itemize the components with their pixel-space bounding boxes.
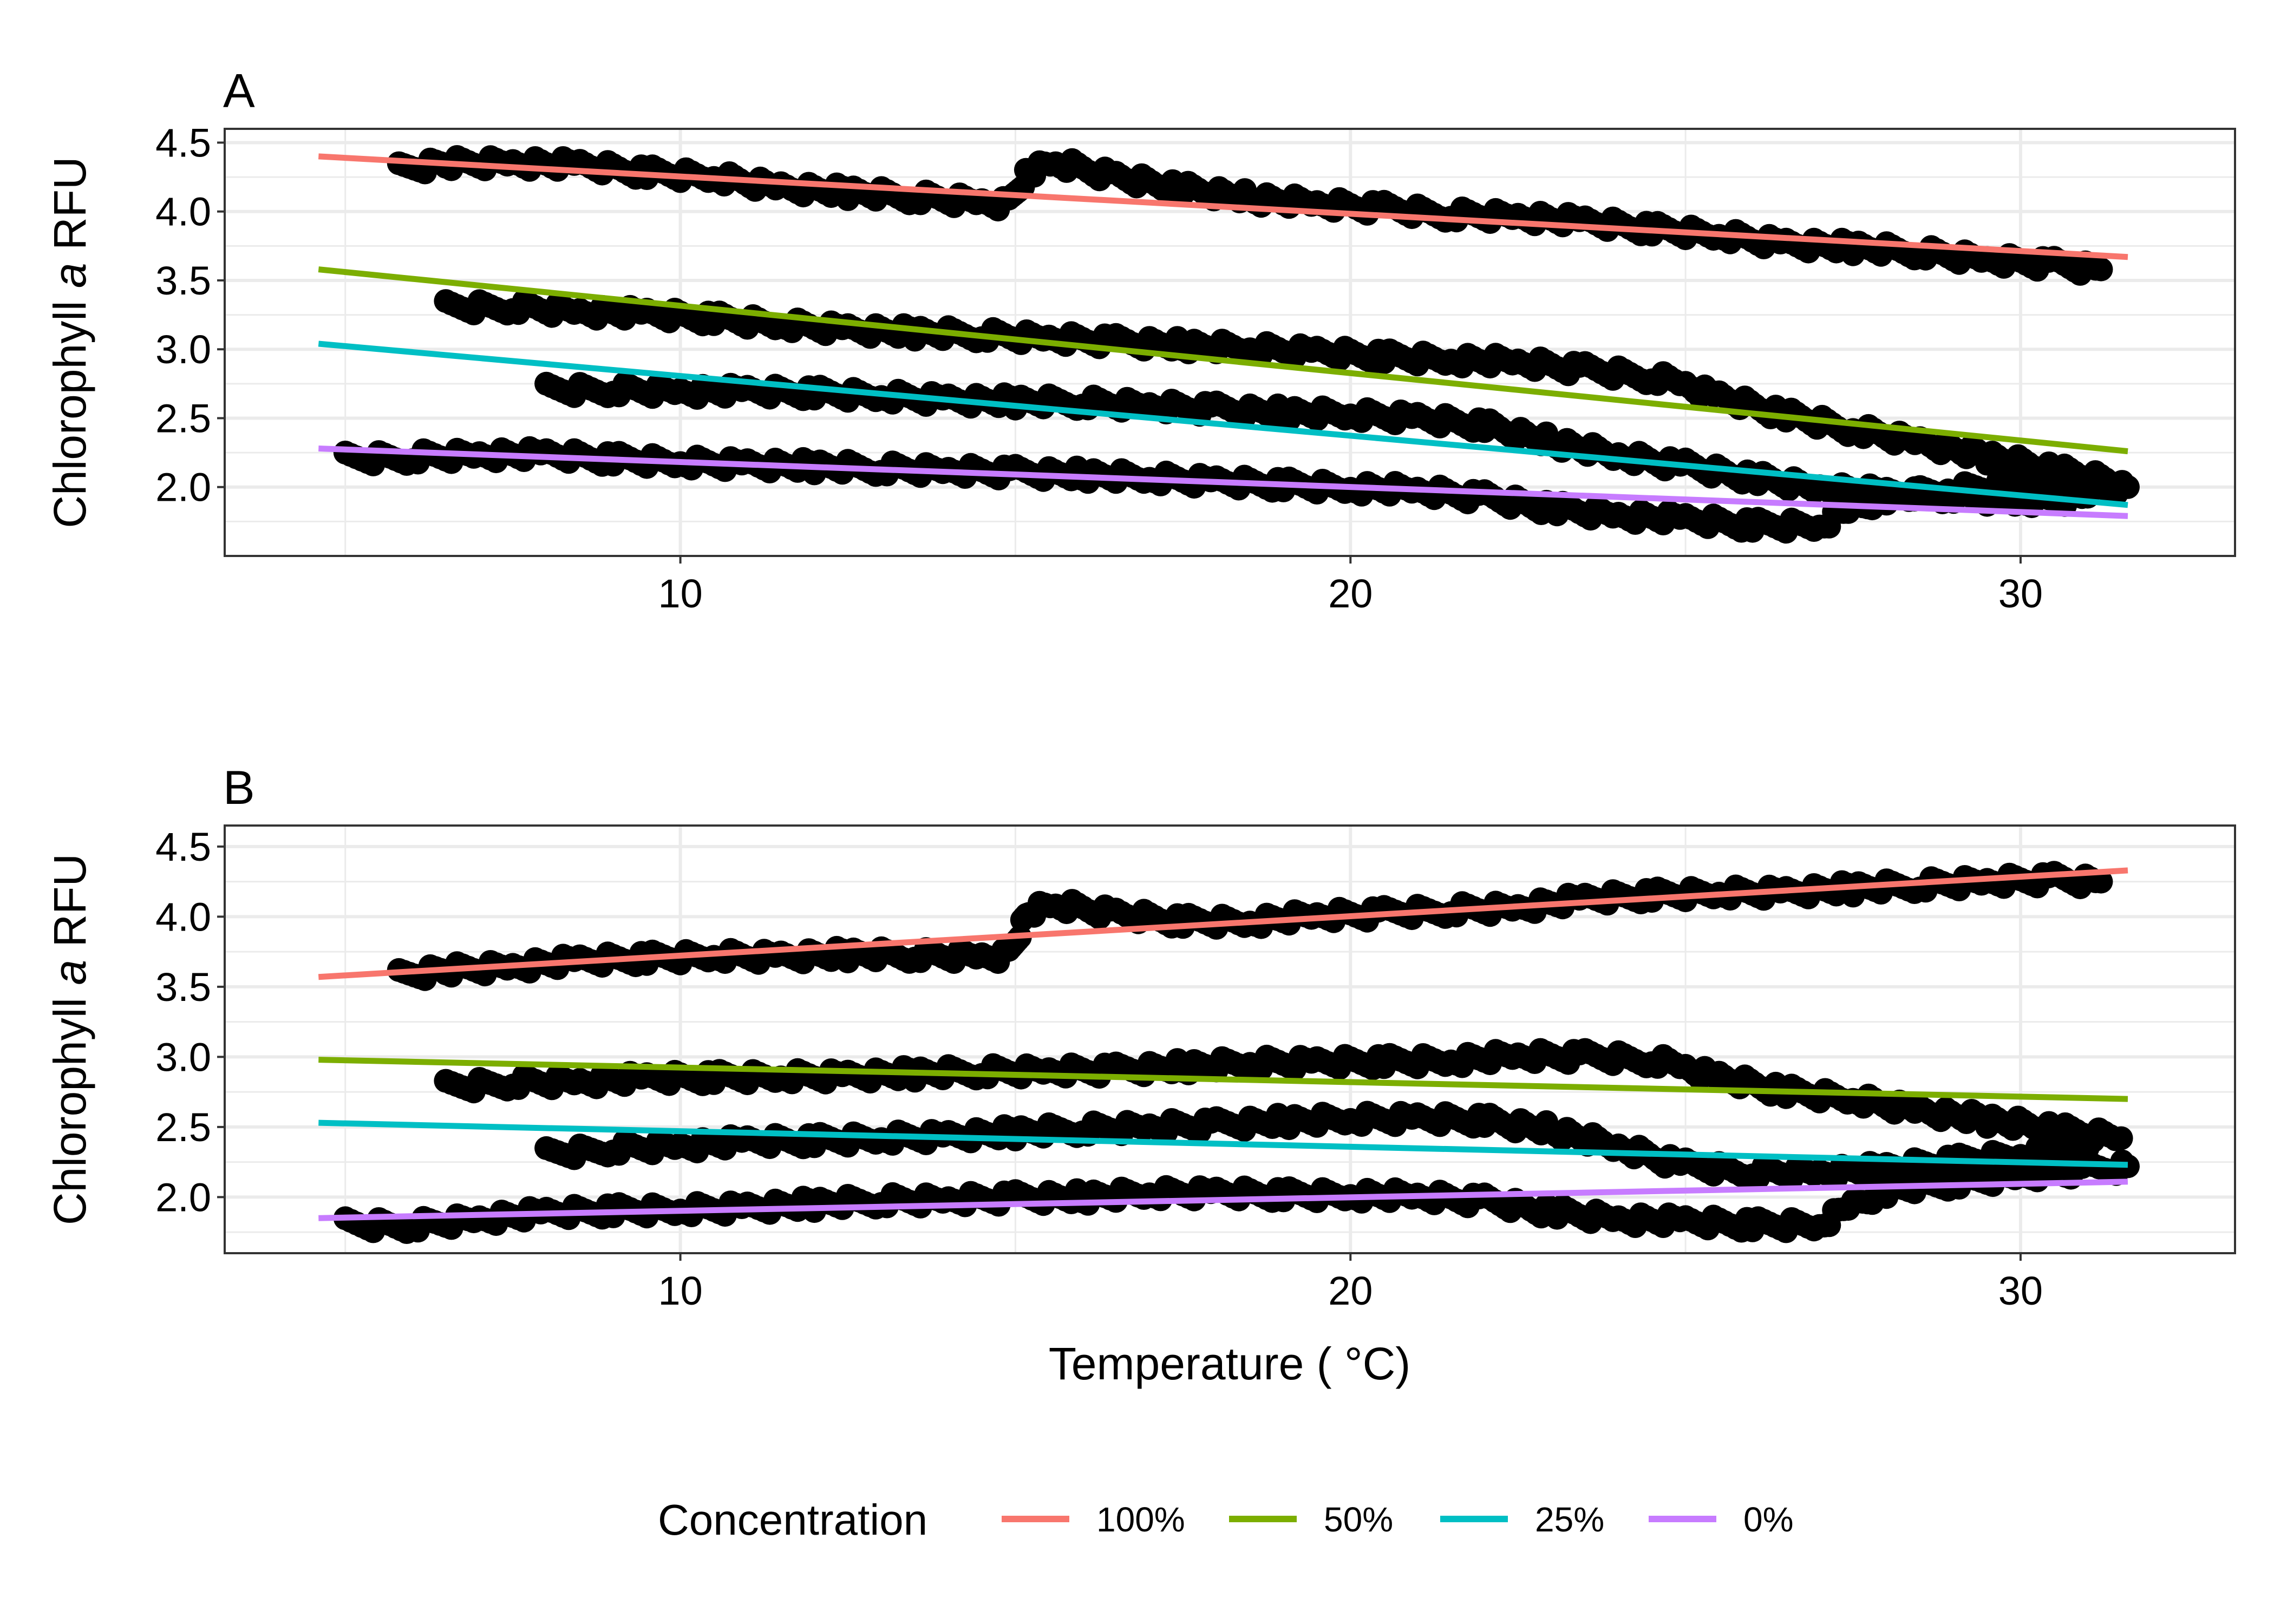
fit-line-100pct [318,867,2128,980]
y-axis-title-part: Chlorophyll [44,985,95,1226]
y-tick-label: 4.0 [155,894,211,939]
y-tick-label: 2.5 [155,396,211,441]
y-tick-label: 3.0 [155,327,211,372]
data-point [2109,1126,2133,1150]
y-axis-title-part: RFU [44,156,95,263]
fit-line-50pct [318,1057,2128,1102]
fit-line-100pct [318,153,2128,260]
legend-label: 25% [1535,1500,1604,1539]
panel-border [224,128,2236,557]
y-tick-label: 3.5 [155,965,211,1010]
x-tick-label: 30 [1998,571,2043,616]
fit-line-0pct [318,1178,2128,1221]
legend-label: 100% [1096,1500,1185,1539]
y-axis-title-part: a [44,960,95,985]
y-tick-label: 3.0 [155,1034,211,1079]
legend: Concentration 100% 50% 25% 0% [658,1496,1794,1544]
fit-line-25pct [318,1119,2128,1168]
fit-line-25pct [318,340,2128,508]
x-tick-label: 20 [1328,571,1373,616]
legend-label: 0% [1743,1500,1794,1539]
y-tick-label: 4.0 [155,189,211,234]
y-axis-title: Chlorophyll a RFU [44,156,95,528]
x-tick-label: 10 [658,571,702,616]
x-tick-label: 20 [1328,1268,1373,1313]
y-tick-label: 2.5 [155,1105,211,1150]
panel-label: A [223,64,255,117]
y-tick-label: 4.5 [155,120,211,165]
data-point [2089,869,2113,894]
y-tick-label: 3.5 [155,258,211,303]
y-axis-title: Chlorophyll a RFU [44,854,95,1225]
y-tick-label: 4.5 [155,824,211,869]
data-point [2115,1154,2140,1178]
y-tick-label: 2.0 [155,1175,211,1220]
legend-label: 50% [1324,1500,1393,1539]
x-tick-label: 10 [658,1268,702,1313]
data-point [2115,475,2140,499]
panel-label: B [223,761,255,814]
panel-a: 10 20 30 2.0 2.5 3.0 3.5 4.0 4.5 A Chlorophyll a R… [44,64,2236,616]
x-tick-label: 30 [1998,1268,2043,1313]
y-axis-title-part: RFU [44,854,95,960]
panel-border [224,824,2236,1254]
panel-b: 10 20 30 2.0 2.5 3.0 3.5 4.0 4.5 B Chlorophyll a R… [44,761,2236,1313]
y-axis-title-part: a [44,263,95,288]
legend-title: Concentration [658,1496,927,1544]
fit-line-0pct [318,446,2128,519]
data-point [2089,257,2113,281]
fit-line-50pct [318,266,2128,455]
y-tick-label: 2.0 [155,465,211,510]
y-axis-title-part: Chlorophyll [44,288,95,528]
x-axis-title: Temperature ( °C) [1049,1338,1410,1389]
